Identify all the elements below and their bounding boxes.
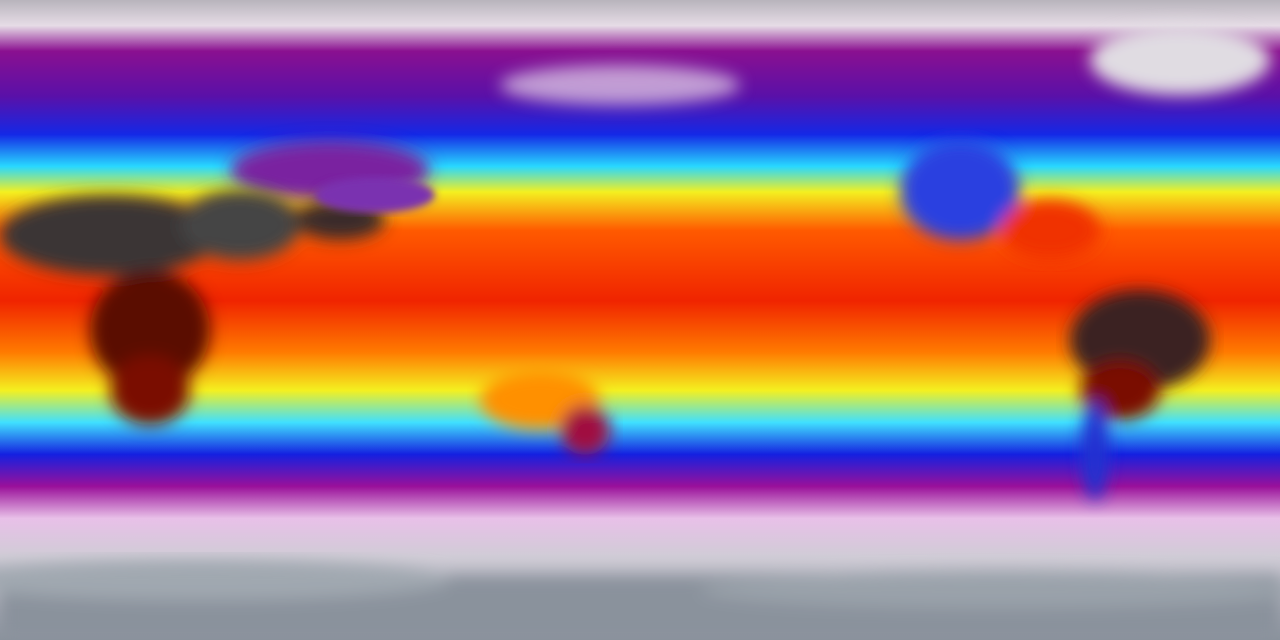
antarctica	[0, 560, 1280, 640]
africa	[0, 190, 385, 425]
south-america	[1070, 290, 1210, 500]
australia	[480, 370, 610, 455]
tibet	[315, 177, 435, 213]
north-america	[900, 140, 1100, 260]
